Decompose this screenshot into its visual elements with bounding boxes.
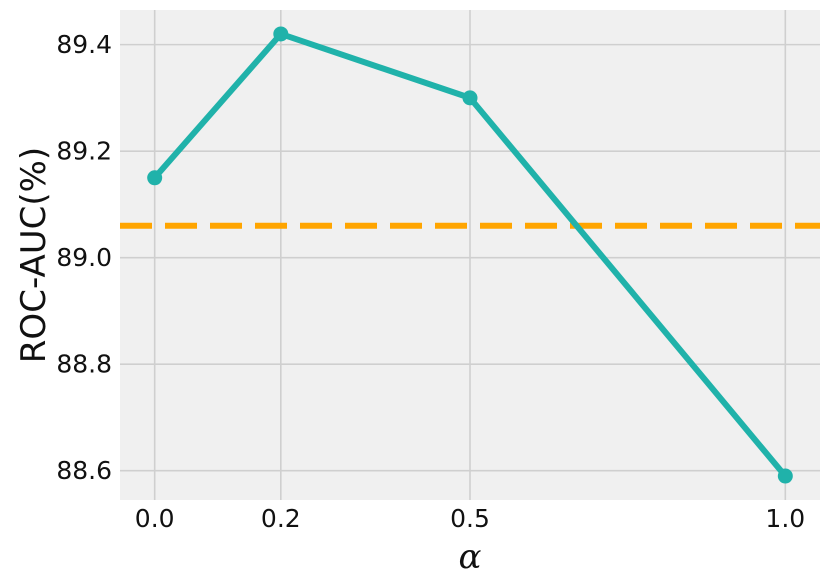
series-layer: [147, 26, 793, 484]
data-point: [147, 170, 163, 186]
x-axis-label: α: [459, 537, 482, 577]
data-point: [462, 90, 478, 106]
y-tick-label: 89.4: [56, 30, 112, 59]
y-tick-label: 89.0: [56, 243, 112, 272]
y-tick-label: 89.2: [56, 137, 112, 166]
y-tick-labels: 88.6 88.8 89.0 89.2 89.4: [56, 30, 112, 485]
data-point: [273, 26, 289, 42]
x-tick-label: 0.5: [450, 504, 490, 533]
x-tick-label: 0.2: [261, 504, 301, 533]
x-tick-labels: 0.0 0.2 0.5 1.0: [135, 504, 805, 533]
series-line: [152, 30, 788, 478]
x-tick-label: 0.0: [135, 504, 175, 533]
data-point: [777, 468, 793, 484]
y-tick-label: 88.8: [56, 350, 112, 379]
x-tick-label: 1.0: [765, 504, 805, 533]
y-tick-label: 88.6: [56, 456, 112, 485]
y-axis-label: ROC-AUC(%): [14, 147, 54, 363]
y-gridlines: [120, 43, 820, 472]
